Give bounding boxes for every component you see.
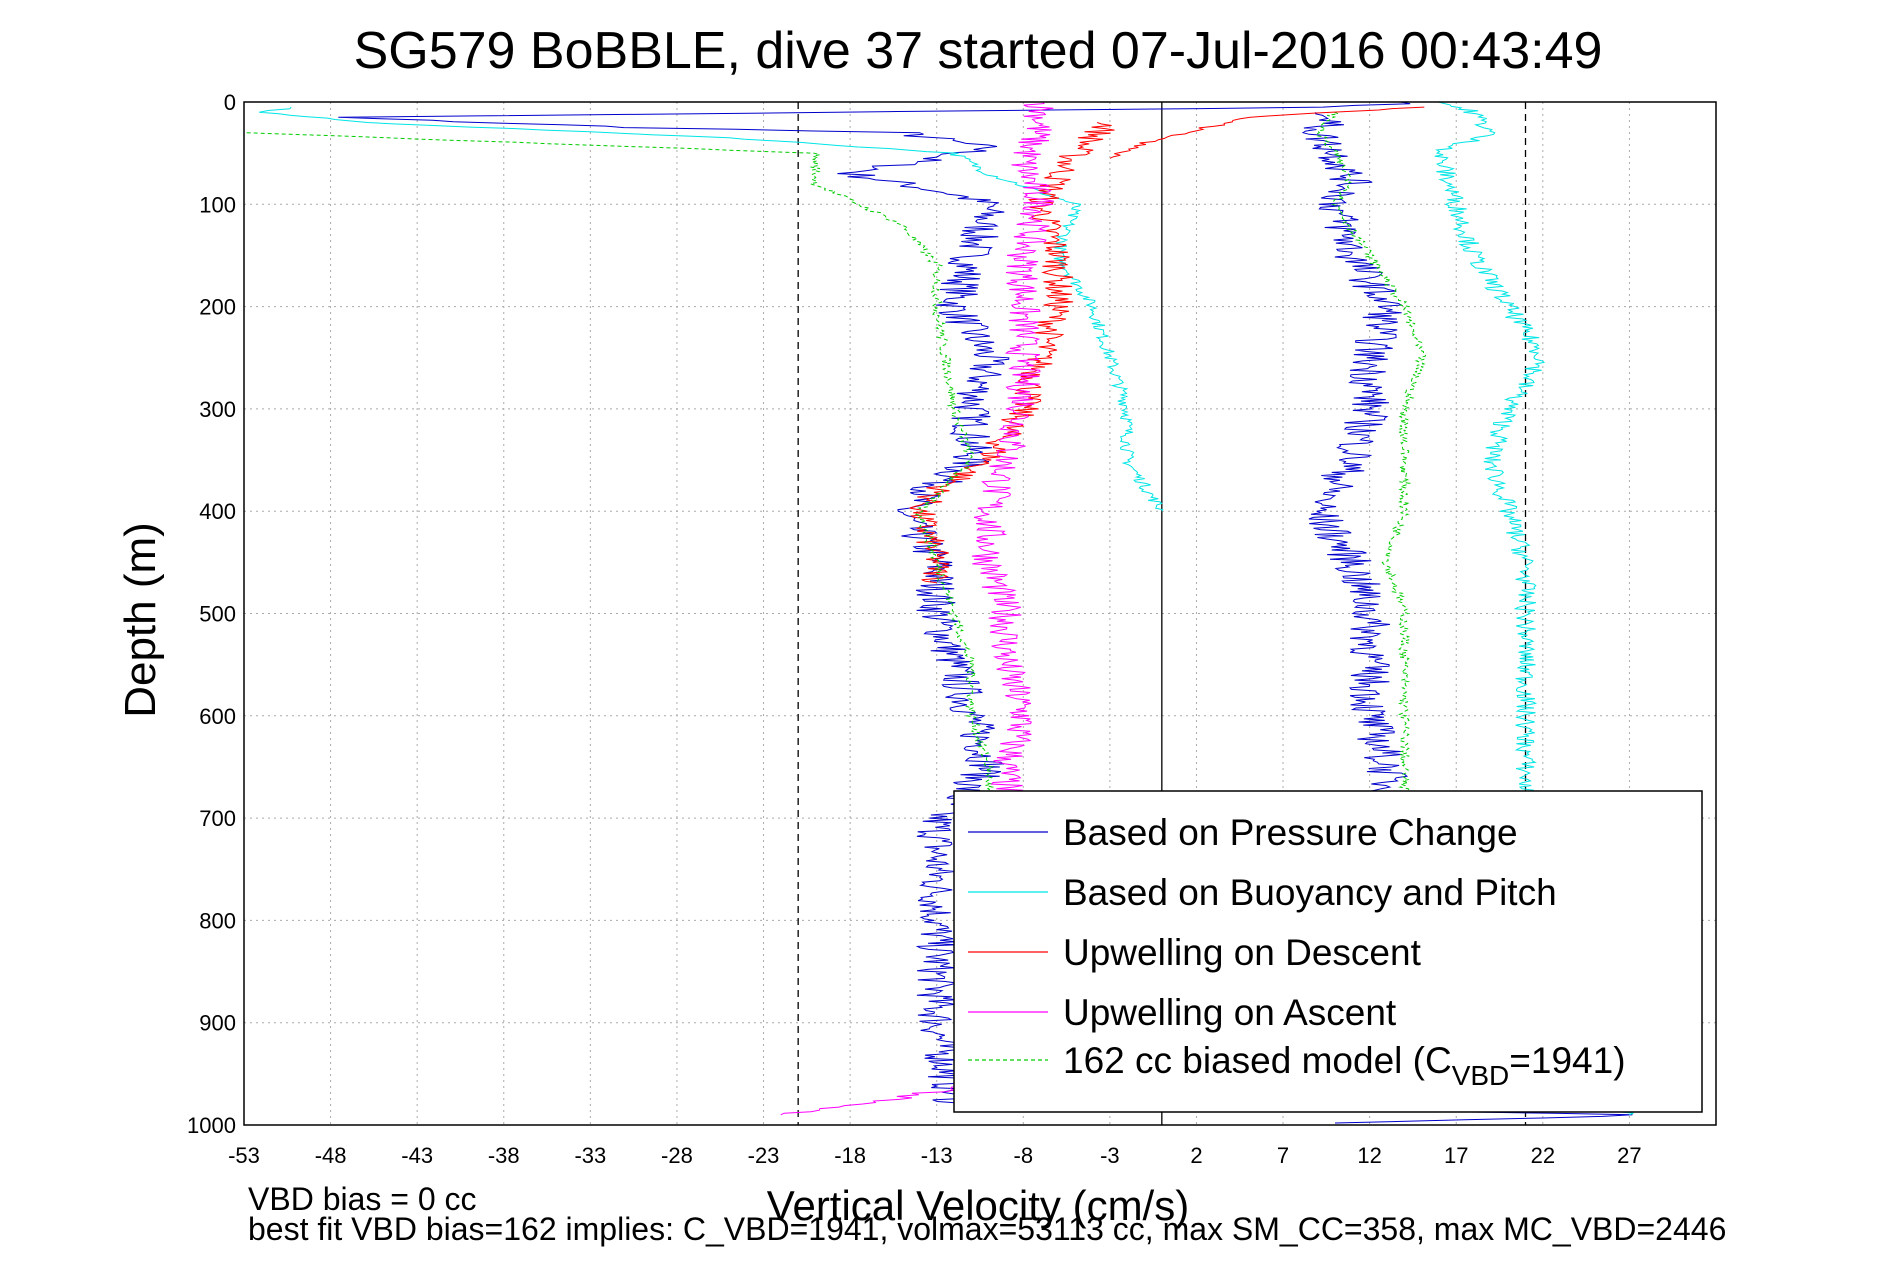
legend-label: Based on Pressure Change — [1063, 812, 1518, 853]
y-tick-label: 200 — [199, 295, 236, 320]
vbd-bias-text: VBD bias = 0 cc — [248, 1181, 477, 1217]
y-axis-label: Depth (m) — [116, 522, 165, 718]
x-tick-labels: -53 -48 -43 -38 -33 -28 -23 -18 -13 -8 -3 2 7 12 17 22 2… — [228, 1143, 1642, 1168]
best-fit-text: best fit VBD bias=162 implies: C_VBD=194… — [248, 1211, 1727, 1247]
x-tick-label: -3 — [1100, 1143, 1120, 1168]
series-line-2 — [909, 122, 1115, 584]
legend-label: Upwelling on Ascent — [1063, 992, 1397, 1033]
x-tick-label: -23 — [748, 1143, 780, 1168]
series-line-1 — [259, 106, 1164, 512]
y-tick-label: 700 — [199, 806, 236, 831]
x-tick-label: -38 — [488, 1143, 520, 1168]
y-tick-label: 0 — [224, 90, 236, 115]
x-tick-label: 22 — [1531, 1143, 1555, 1168]
legend-box — [953, 790, 1703, 1113]
x-tick-label: -28 — [661, 1143, 693, 1168]
y-tick-labels: 0 100 200 300 400 500 600 700 800 900 1000 — [187, 90, 236, 1138]
x-tick-label: 27 — [1617, 1143, 1641, 1168]
legend-label: 162 cc biased model (CVBD=1941) — [1063, 1040, 1626, 1091]
y-tick-label: 800 — [199, 908, 236, 933]
x-tick-label: 2 — [1190, 1143, 1202, 1168]
x-tick-label: -53 — [228, 1143, 260, 1168]
legend-label: Upwelling on Descent — [1063, 932, 1422, 973]
y-tick-label: 500 — [199, 602, 236, 627]
x-tick-label: -8 — [1014, 1143, 1034, 1168]
x-tick-label: -48 — [315, 1143, 347, 1168]
x-tick-label: -18 — [834, 1143, 866, 1168]
x-tick-label: 7 — [1277, 1143, 1289, 1168]
series-line-7 — [1315, 111, 1427, 1105]
x-tick-label: -43 — [401, 1143, 433, 1168]
legend: Based on Pressure Change Based on Buoyanc… — [953, 790, 1703, 1113]
x-tick-label: -33 — [574, 1143, 606, 1168]
plot-frame — [243, 101, 1717, 1126]
y-tick-label: 900 — [199, 1011, 236, 1036]
legend-label: Based on Buoyancy and Pitch — [1063, 872, 1557, 913]
x-tick-label: 17 — [1444, 1143, 1468, 1168]
y-tick-label: 600 — [199, 704, 236, 729]
series-line-0 — [338, 101, 1633, 1124]
x-tick-label: -13 — [921, 1143, 953, 1168]
series-line-8 — [1109, 106, 1425, 159]
x-tick-label: 12 — [1357, 1143, 1381, 1168]
y-tick-label: 100 — [199, 192, 236, 217]
chart-title: SG579 BoBBLE, dive 37 started 07-Jul-201… — [354, 22, 1603, 80]
y-tick-label: 400 — [199, 499, 236, 524]
series-line-4 — [246, 132, 996, 1105]
x-axis-label: Vertical Velocity (cm/s) — [767, 1182, 1189, 1229]
y-tick-label: 300 — [199, 397, 236, 422]
y-tick-label: 1000 — [187, 1113, 236, 1138]
